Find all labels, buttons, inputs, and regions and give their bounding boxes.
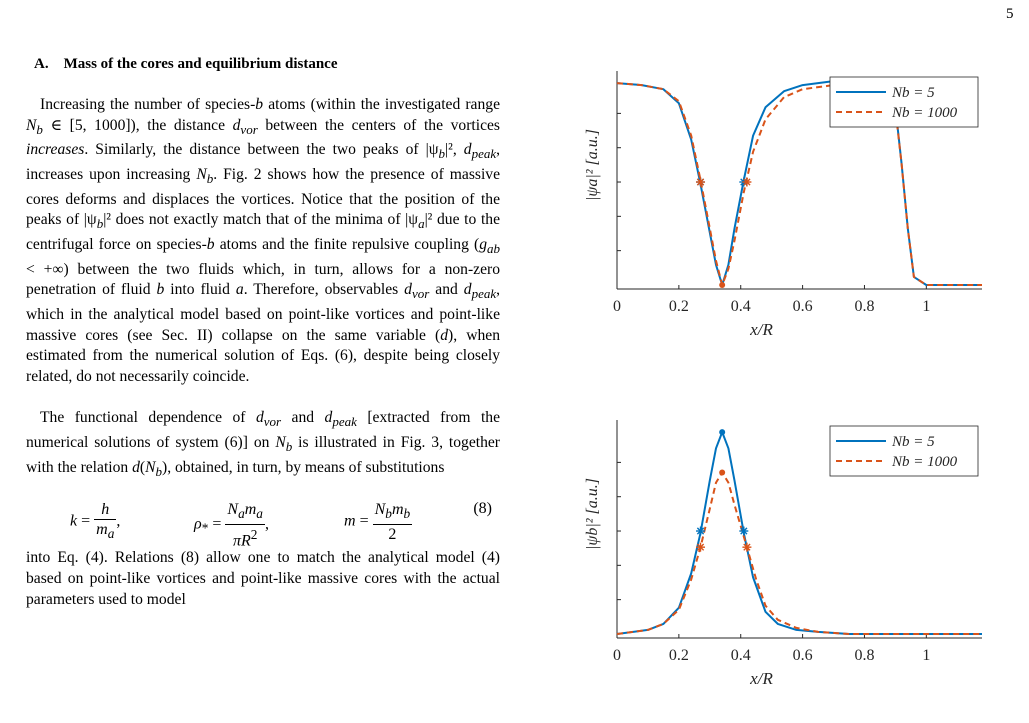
legend-entry-1: Nb = 5 (891, 434, 935, 450)
x-tick-label: 1 (922, 647, 930, 664)
star-marker (696, 177, 706, 187)
legend-entry-1: Nb = 5 (891, 85, 935, 101)
plot-area: 0 0.2 0.4 0.6 0.8 1x/R|ψa|² [a.u.]Nb = 5Nb = … (584, 71, 982, 339)
page-number: 5 (1006, 6, 1014, 22)
peak-marker (719, 281, 726, 288)
x-tick-label: 0.6 (793, 647, 813, 664)
equation-number: (8) (473, 500, 492, 518)
star-marker (696, 526, 706, 536)
x-tick-label: 0 (613, 647, 621, 664)
x-tick-label: 0.4 (731, 298, 751, 315)
star-marker (742, 177, 752, 187)
peak-marker (719, 429, 726, 436)
series-line-2 (616, 471, 982, 635)
star-marker (696, 542, 706, 552)
section-title: A. Mass of the cores and equilibrium dis… (34, 56, 338, 72)
y-axis-label: |ψb|² [a.u.] (584, 478, 601, 550)
paragraph-3: into Eq. (4). Relations (8) allow one to… (26, 549, 500, 608)
legend: Nb = 5 Nb = 1000 (829, 425, 979, 477)
x-tick-label: 0.2 (669, 647, 689, 664)
y-axis-label: |ψa|² [a.u.] (584, 129, 601, 201)
star-marker (742, 542, 752, 552)
x-axis-label: x/R (749, 669, 773, 688)
x-tick-label: 0.2 (669, 298, 689, 315)
star-marker (739, 526, 749, 536)
legend-box (829, 425, 979, 477)
x-tick-label: 0.4 (731, 647, 751, 664)
paragraph-2: The functional dependence of dvor and dp… (26, 409, 501, 479)
x-axis-label: x/R (749, 320, 773, 339)
x-tick-label: 1 (922, 298, 930, 315)
figure-psi-a: 0 0.2 0.4 0.6 0.8 1x/R|ψa|² [a.u.]Nb = 5Nb = … (584, 71, 982, 339)
x-tick-label: 0 (613, 298, 621, 315)
x-tick-label: 0.8 (854, 298, 874, 315)
legend-entry-2: Nb = 1000 (891, 454, 958, 470)
equation-8: k = h ma, ρ* = Nama πR2, m = Nbmb 2 (8) (70, 500, 492, 549)
plot-area: 0 0.2 0.4 0.6 0.8 1x/R|ψb|² [a.u.]Nb = 5Nb = … (584, 420, 982, 688)
x-tick-label: 0.8 (854, 647, 874, 664)
legend: Nb = 5 Nb = 1000 (829, 76, 979, 128)
legend-entry-2: Nb = 1000 (891, 105, 958, 121)
legend-box (829, 76, 979, 128)
series-line-2 (616, 82, 982, 286)
peak-marker (719, 469, 726, 476)
figure-psi-b: 0 0.2 0.4 0.6 0.8 1x/R|ψb|² [a.u.]Nb = 5Nb = … (584, 420, 982, 688)
x-tick-label: 0.6 (793, 298, 813, 315)
paragraph-1: Increasing the number of species-b atoms… (26, 96, 501, 385)
text-column: A. Mass of the cores and equilibrium dis… (26, 50, 500, 610)
